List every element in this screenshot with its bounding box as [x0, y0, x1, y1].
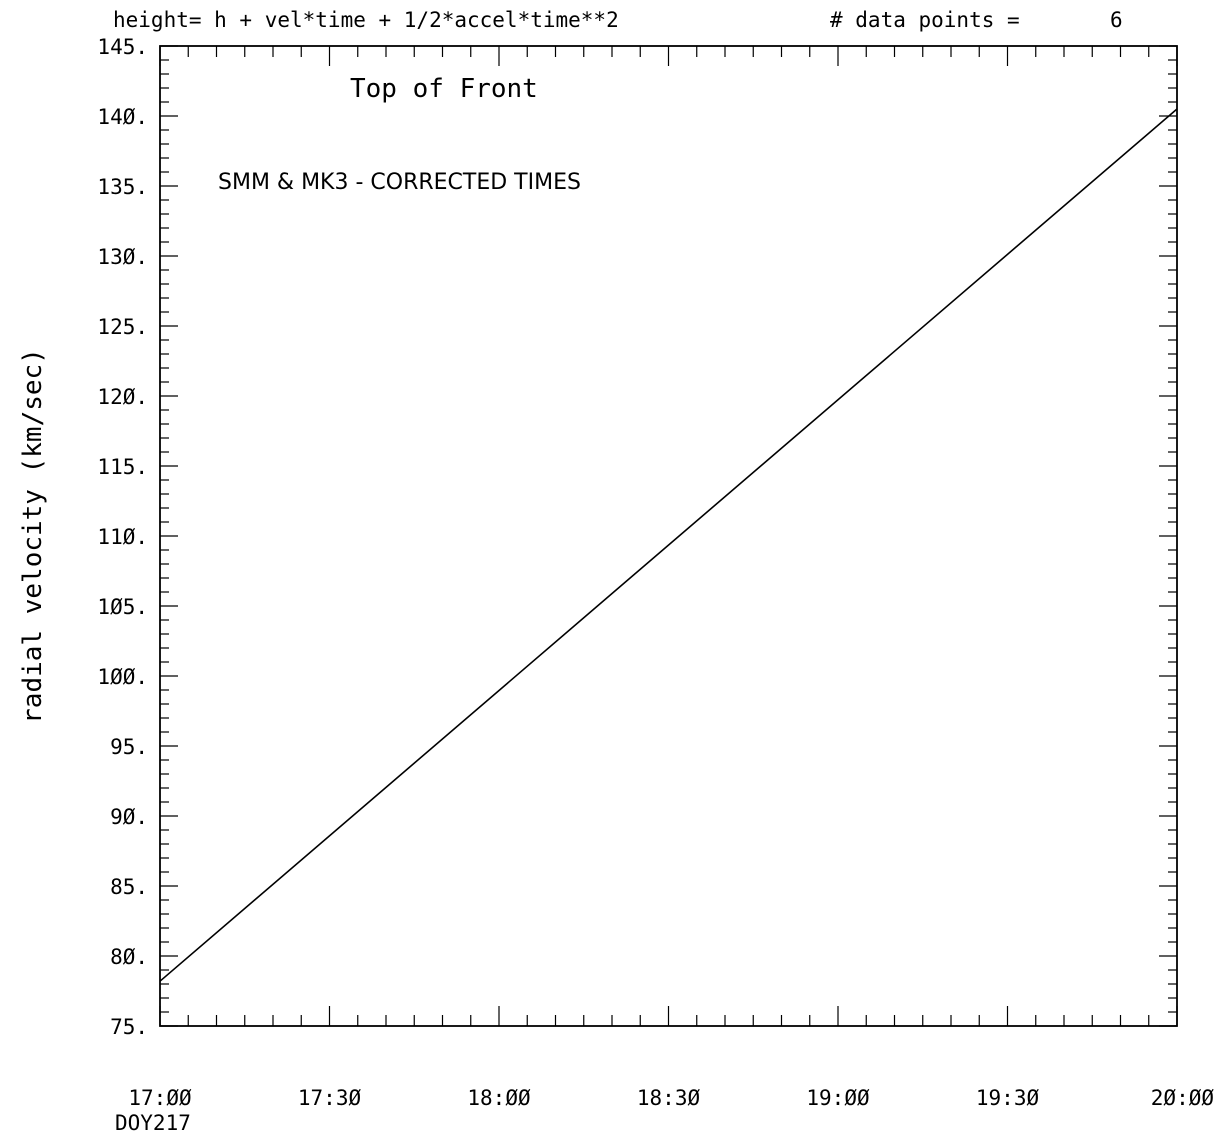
y-tick-label: 125.	[97, 315, 148, 339]
x-tick-label: 17:ØØ	[128, 1086, 192, 1110]
y-tick-label: 1Ø5.	[97, 595, 148, 619]
axis-ticks	[159, 45, 1178, 1027]
y-tick-label: 95.	[110, 735, 148, 759]
y-tick-label: 75.	[110, 1015, 148, 1039]
chart-title: Top of Front	[350, 74, 538, 104]
x-tick-label: 19:3Ø	[976, 1086, 1040, 1110]
x-tick-label: 18:ØØ	[467, 1086, 531, 1110]
y-tick-label: 11Ø.	[97, 525, 148, 549]
x-axis-sublabel: DOY217	[115, 1111, 191, 1135]
x-tick-label: 17:3Ø	[298, 1086, 362, 1110]
x-tick-labels: 17:ØØ 17:3Ø 18:ØØ 18:3Ø 19:ØØ 19:3Ø 2Ø:ØØ	[128, 1086, 1214, 1110]
y-tick-label: 8Ø.	[110, 945, 148, 969]
y-tick-labels: 75. 8Ø. 85. 9Ø. 95. 1ØØ. 1Ø5. 11Ø. 115. 12Ø. 125. 1…	[97, 35, 148, 1039]
formula-header: height= h + vel*time + 1/2*accel*time**2	[113, 8, 619, 32]
series-group	[159, 108, 1178, 982]
x-tick-label: 19:ØØ	[806, 1086, 870, 1110]
x-tick-label: 2Ø:ØØ	[1151, 1086, 1215, 1110]
data-points-count: 6	[1110, 8, 1123, 32]
y-tick-label: 1ØØ.	[97, 665, 148, 689]
x-tick-label: 18:3Ø	[637, 1086, 701, 1110]
y-tick-label: 9Ø.	[110, 805, 148, 829]
y-tick-label: 14Ø.	[97, 105, 148, 129]
y-tick-label: 13Ø.	[97, 245, 148, 269]
chart-subtitle: SMM & MK3 - CORRECTED TIMES	[218, 170, 581, 195]
series-line	[159, 108, 1178, 982]
y-tick-label: 85.	[110, 875, 148, 899]
y-axis-label: radial velocity (km/sec)	[18, 348, 48, 724]
y-tick-label: 12Ø.	[97, 385, 148, 409]
y-tick-label: 135.	[97, 175, 148, 199]
data-points-label: # data points =	[830, 8, 1020, 32]
y-tick-label: 115.	[97, 455, 148, 479]
y-tick-label: 145.	[97, 35, 148, 59]
